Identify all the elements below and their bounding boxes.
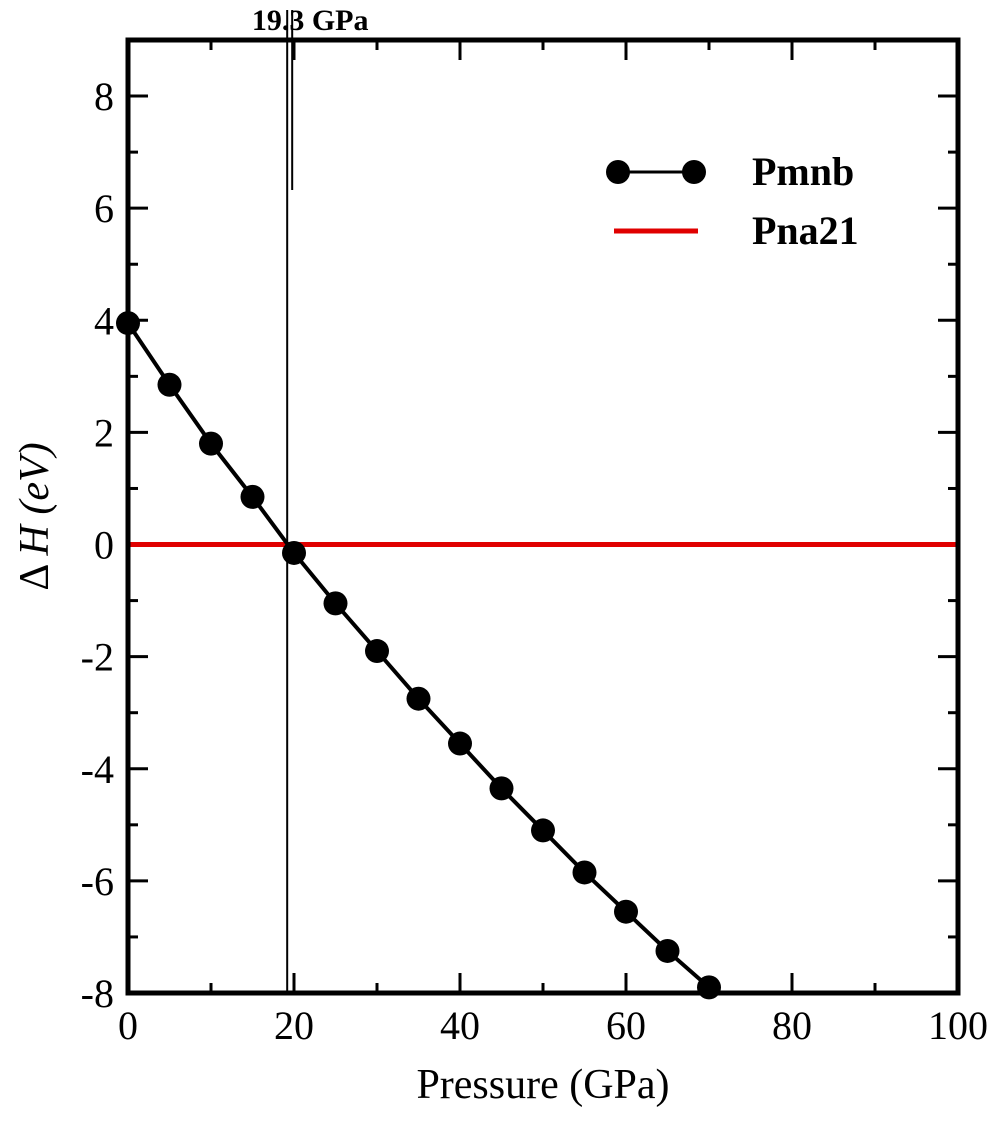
x-tick-label: 20 bbox=[274, 1003, 314, 1048]
x-tick-label: 60 bbox=[606, 1003, 646, 1048]
y-tick-label: -2 bbox=[81, 635, 114, 680]
legend-pmnb-label: Pmnb bbox=[752, 149, 854, 194]
series-pmnb-point bbox=[448, 731, 472, 756]
series-pmnb-point bbox=[614, 899, 638, 924]
transition-pressure-label: 19.3 GPa bbox=[252, 4, 369, 37]
series-pmnb-line bbox=[126, 321, 711, 989]
y-tick-label: 2 bbox=[94, 410, 114, 455]
series-pmnb-point bbox=[655, 938, 680, 963]
legend: Pmnb Pna21 bbox=[606, 149, 859, 253]
y-axis-title-symbol: Δ bbox=[12, 565, 58, 591]
y-axis-title-unit: (eV) bbox=[12, 442, 58, 514]
legend-pna21-label: Pna21 bbox=[752, 208, 859, 253]
series-pmnb-point bbox=[240, 484, 265, 509]
series-pmnb-point bbox=[323, 591, 348, 616]
y-tick-label: -4 bbox=[81, 747, 114, 792]
x-axis-title: Pressure (GPa) bbox=[416, 1062, 669, 1108]
series-pmnb-point bbox=[199, 431, 223, 456]
series-pmnb-point bbox=[365, 639, 389, 664]
x-tick-label: 40 bbox=[440, 1003, 480, 1048]
plot-frame bbox=[125, 37, 961, 996]
legend-pmnb-marker bbox=[606, 160, 630, 184]
series-layer bbox=[116, 311, 958, 1000]
annotation-layer: 19.3 GPa bbox=[252, 4, 369, 993]
series-pmnb-point bbox=[489, 776, 514, 801]
series-pmnb-point bbox=[697, 975, 721, 1000]
ticks-layer: 0 20 40 60 80 100 -8 -6 -4 -2 0 2 4 6 8 bbox=[81, 40, 988, 1048]
series-pmnb-point bbox=[406, 686, 431, 711]
series-pmnb-point bbox=[157, 372, 182, 397]
y-tick-label: 8 bbox=[94, 74, 114, 119]
y-axis-title: Δ H (eV) bbox=[12, 442, 58, 590]
y-tick-label: -8 bbox=[81, 971, 114, 1016]
y-tick-label: 4 bbox=[94, 298, 114, 343]
series-pmnb-point bbox=[531, 818, 555, 843]
y-axis-title-variable: H bbox=[12, 522, 58, 556]
legend-pmnb-marker bbox=[682, 160, 706, 184]
x-tick-label: 100 bbox=[928, 1003, 988, 1048]
x-tick-label: 0 bbox=[118, 1003, 138, 1048]
y-tick-label: 0 bbox=[94, 523, 114, 568]
x-tick-label: 80 bbox=[772, 1003, 812, 1048]
y-tick-label: 6 bbox=[94, 186, 114, 231]
y-tick-label: -6 bbox=[81, 859, 114, 904]
series-pmnb-point bbox=[572, 860, 597, 885]
series-pmnb-point bbox=[282, 540, 306, 565]
